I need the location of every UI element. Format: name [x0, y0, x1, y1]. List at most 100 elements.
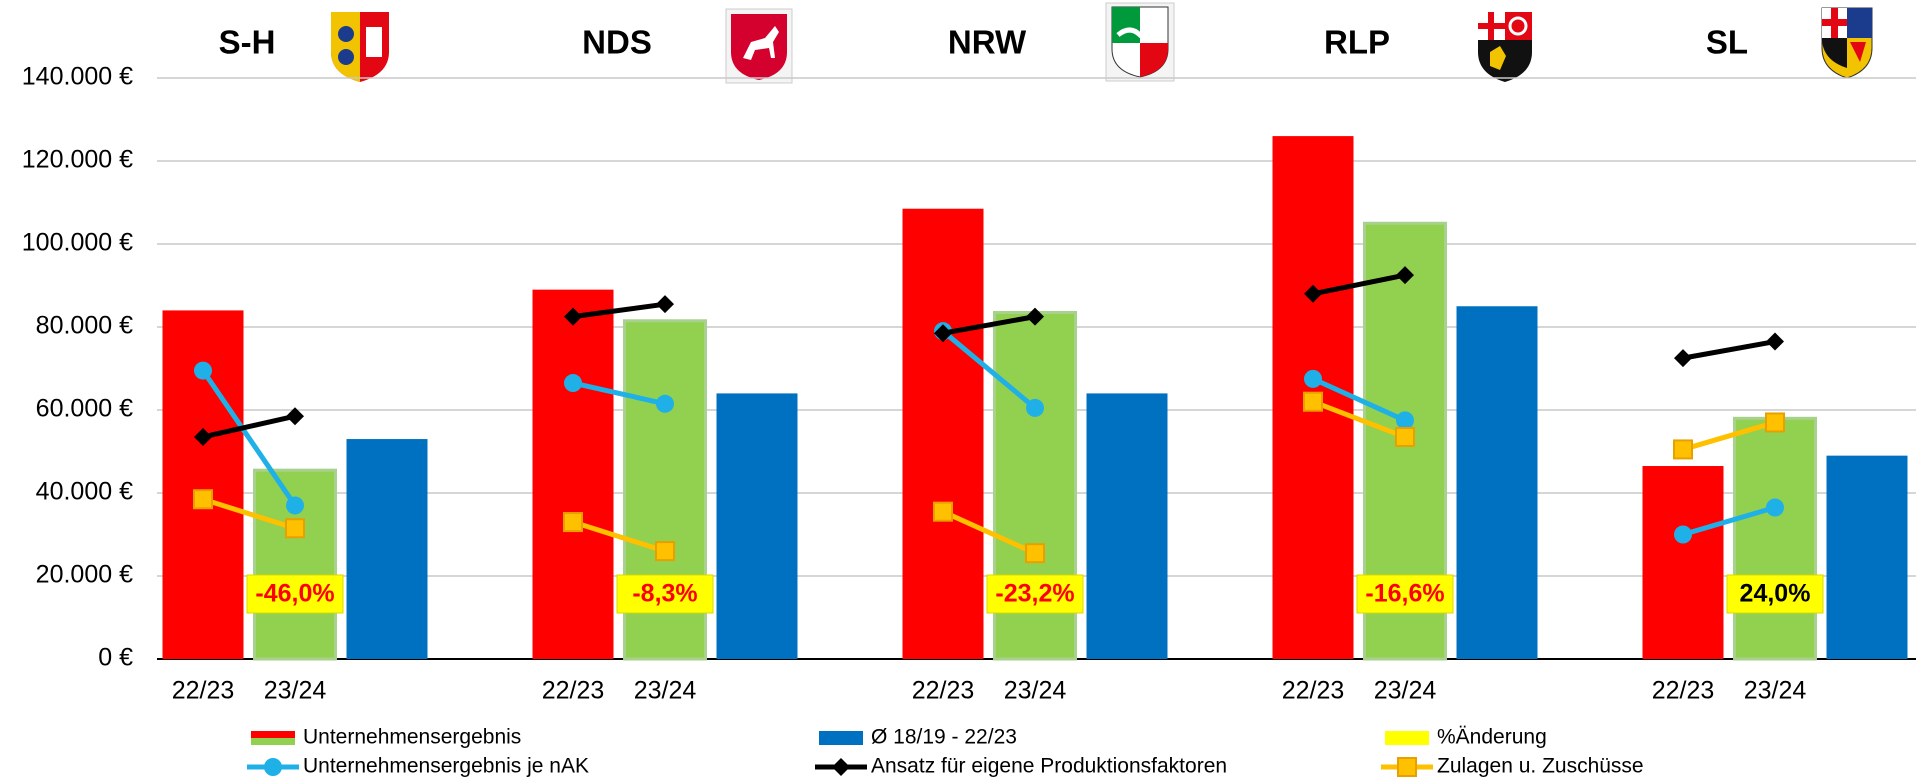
- line-marker: [656, 394, 674, 413]
- line-marker: [286, 407, 304, 426]
- line-marker: [194, 361, 212, 380]
- x-tick-label: 22/23: [172, 677, 235, 705]
- legend-marker: [832, 758, 850, 776]
- line-segment: [202, 496, 296, 531]
- y-tick-label: 60.000 €: [36, 395, 133, 423]
- change-box: [246, 574, 344, 614]
- change-label: -8,3%: [632, 580, 697, 608]
- legend-label: Zulagen u. Zuschüsse: [1437, 755, 1644, 778]
- legend-marker: [1397, 757, 1417, 777]
- line-marker: [1766, 498, 1784, 517]
- change-box: [616, 574, 714, 614]
- line-marker: [1395, 426, 1415, 447]
- line-marker: [1025, 543, 1045, 564]
- line-segment: [572, 380, 666, 407]
- y-tick-label: 120.000 €: [22, 146, 133, 174]
- line-marker: [286, 496, 304, 515]
- line-segment: [1312, 272, 1406, 297]
- group-label: SL: [1706, 24, 1748, 61]
- coat-of-arms: [331, 12, 389, 82]
- bar: [1642, 466, 1724, 659]
- coat-of-arms: [1821, 7, 1873, 79]
- line-segment: [572, 519, 666, 554]
- coat-of-arms: [1478, 12, 1532, 82]
- legend-marker: [264, 758, 282, 776]
- change-label: -23,2%: [995, 580, 1074, 608]
- line-marker: [656, 295, 674, 314]
- line-marker: [934, 324, 952, 343]
- line-segment: [1312, 399, 1406, 440]
- y-tick-label: 0 €: [98, 644, 133, 672]
- legend-swatch: [819, 731, 863, 745]
- y-tick-label: 100.000 €: [22, 229, 133, 257]
- legend-item: Unternehmensergebnis je nAK: [247, 755, 589, 778]
- line-marker: [1765, 412, 1785, 433]
- legend-item: Ø 18/19 - 22/23: [819, 726, 1017, 749]
- line-segment: [1682, 339, 1776, 361]
- line-segment: [942, 314, 1036, 336]
- legend-label: %Änderung: [1437, 726, 1547, 749]
- legend-item: Zulagen u. Zuschüsse: [1381, 755, 1644, 778]
- line-marker: [1674, 349, 1692, 368]
- x-tick-label: 23/24: [1744, 677, 1807, 705]
- line-segment: [200, 369, 298, 507]
- line-marker: [564, 307, 582, 326]
- line-marker: [1396, 411, 1414, 430]
- x-tick-label: 22/23: [1652, 677, 1715, 705]
- legend-item: Unternehmensergebnis: [251, 726, 521, 749]
- bar: [346, 439, 428, 659]
- coat-of-arms: [725, 8, 793, 84]
- line-segment: [941, 509, 1037, 556]
- x-tick-label: 22/23: [542, 677, 605, 705]
- legend-label: Unternehmensergebnis: [303, 726, 521, 749]
- y-tick-label: 80.000 €: [36, 312, 133, 340]
- group-label: NDS: [582, 24, 652, 61]
- bar: [1086, 393, 1168, 659]
- line-segment: [941, 329, 1037, 410]
- legend-swatch: [251, 731, 295, 738]
- legend-item: %Änderung: [1385, 726, 1547, 749]
- line-marker: [933, 501, 953, 522]
- line-segment: [202, 413, 296, 440]
- group-label: NRW: [948, 24, 1027, 61]
- line-segment: [1682, 505, 1776, 537]
- legend-label: Unternehmensergebnis je nAK: [303, 755, 589, 778]
- legend-swatch: [251, 738, 295, 745]
- bar: [1456, 306, 1538, 659]
- change-label: -16,6%: [1365, 580, 1444, 608]
- legend-label: Ansatz für eigene Produktionsfaktoren: [871, 755, 1227, 778]
- bar: [253, 468, 337, 661]
- line-marker: [193, 489, 213, 510]
- change-label: -46,0%: [255, 580, 334, 608]
- line-marker: [1396, 266, 1414, 285]
- line-marker: [1026, 398, 1044, 417]
- line-marker: [1304, 284, 1322, 303]
- y-tick-label: 20.000 €: [36, 561, 133, 589]
- legend-item: Ansatz für eigene Produktionsfaktoren: [815, 755, 1227, 778]
- line-marker: [1303, 391, 1323, 412]
- line-marker: [563, 512, 583, 533]
- line-marker: [1026, 307, 1044, 326]
- x-tick-label: 23/24: [1374, 677, 1437, 705]
- legend-label: Ø 18/19 - 22/23: [871, 726, 1017, 749]
- x-tick-label: 23/24: [634, 677, 697, 705]
- change-box: [1726, 574, 1824, 614]
- line-marker: [1673, 439, 1693, 460]
- x-tick-label: 22/23: [1282, 677, 1345, 705]
- line-marker: [564, 374, 582, 393]
- x-tick-label: 23/24: [1004, 677, 1067, 705]
- line-segment: [1682, 420, 1776, 452]
- change-box: [1356, 574, 1454, 614]
- bar: [1733, 416, 1817, 661]
- group-label: S-H: [219, 24, 276, 61]
- change-label: 24,0%: [1740, 580, 1811, 608]
- line-marker: [1674, 525, 1692, 544]
- line-marker: [194, 427, 212, 446]
- line-marker: [285, 518, 305, 539]
- bar: [716, 393, 798, 659]
- x-tick-label: 23/24: [264, 677, 327, 705]
- line-marker: [1766, 332, 1784, 351]
- bar: [532, 289, 614, 659]
- bar: [902, 208, 984, 659]
